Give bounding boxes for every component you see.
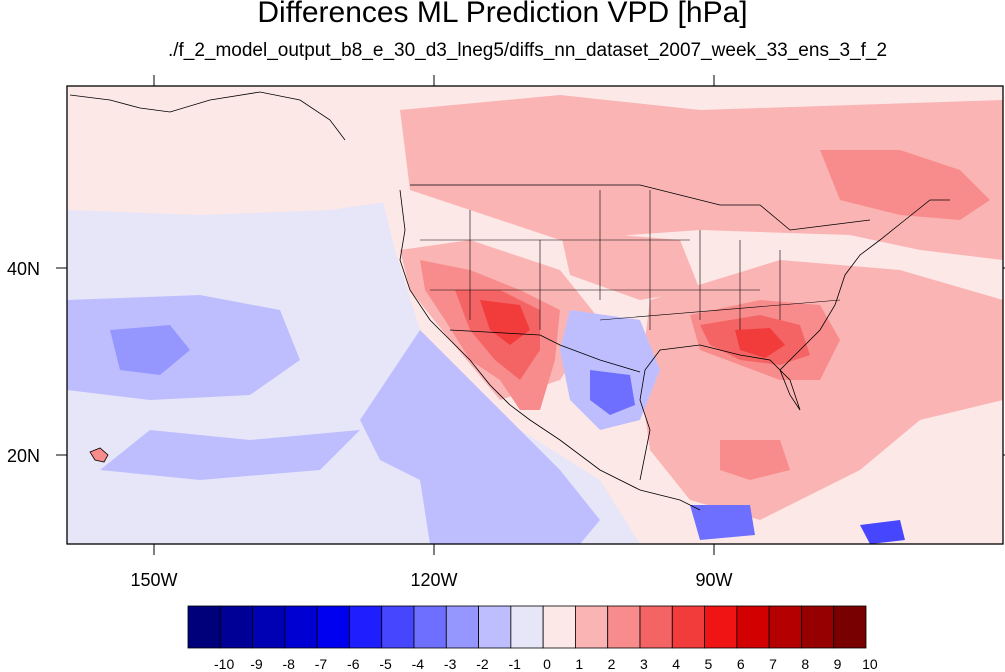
colorbar-label: 6 bbox=[737, 656, 745, 672]
colorbar: -10 -9 -8 -7 -6 -5 -4 -3 -2 -1 0 1 2 3 4 5 6 7 8 9 10 bbox=[187, 605, 878, 672]
field-caribbean-neg bbox=[860, 520, 905, 544]
colorbar-box-3 bbox=[284, 605, 318, 649]
colorbar-label: 4 bbox=[672, 656, 680, 672]
colorbar-box-16 bbox=[704, 605, 738, 649]
colorbar-label: -4 bbox=[412, 656, 425, 672]
colorbar-box-20 bbox=[833, 605, 867, 649]
us-mexico-border bbox=[449, 329, 641, 373]
ytick-label-40n: 40N bbox=[7, 259, 40, 279]
colorbar-label: -1 bbox=[508, 656, 521, 672]
colorbar-box-10 bbox=[510, 605, 544, 649]
field-northeast-2-3 bbox=[820, 150, 990, 220]
field-hawaii-band-neg bbox=[100, 430, 360, 480]
colorbar-box-11 bbox=[542, 605, 576, 649]
colorbar-label: -2 bbox=[476, 656, 489, 672]
ytick-label-20n: 20N bbox=[7, 446, 40, 466]
field-caribbean-2-3 bbox=[720, 440, 790, 480]
colorbar-label: -3 bbox=[444, 656, 457, 672]
field-mexico-coast-neg bbox=[360, 330, 600, 544]
colorbar-label: 10 bbox=[862, 656, 878, 672]
colorbar-label: 7 bbox=[769, 656, 777, 672]
xtick-label-120w: 120W bbox=[410, 570, 457, 590]
field-plains-1-2 bbox=[560, 230, 700, 300]
colorbar-label: -5 bbox=[379, 656, 392, 672]
field-gulf-neg-3 bbox=[590, 370, 635, 415]
chart-subtitle: ./f_2_model_output_b8_e_30_d3_lneg5/diff… bbox=[167, 40, 888, 61]
colorbar-box-1 bbox=[219, 605, 253, 649]
field-north-pacific-positive bbox=[67, 86, 440, 215]
colorbar-box-4 bbox=[316, 605, 350, 649]
colorbar-box-17 bbox=[736, 605, 770, 649]
colorbar-box-19 bbox=[801, 605, 835, 649]
tick-marks bbox=[56, 75, 1005, 555]
field-canada-1-2 bbox=[400, 95, 1003, 260]
colorbar-box-9 bbox=[478, 605, 512, 649]
colorbar-box-12 bbox=[575, 605, 609, 649]
colorbar-label: 5 bbox=[705, 656, 713, 672]
hawaii-coastline bbox=[89, 447, 109, 463]
colorbar-box-13 bbox=[607, 605, 641, 649]
field-layer bbox=[67, 86, 1003, 544]
field-pacific-neg-2 bbox=[110, 325, 190, 375]
colorbar-label: -7 bbox=[315, 656, 328, 672]
colorbar-label: -10 bbox=[214, 656, 234, 672]
colorbar-box-0 bbox=[187, 605, 221, 649]
colorbar-box-8 bbox=[445, 605, 479, 649]
xtick-label-150w: 150W bbox=[130, 570, 177, 590]
colorbar-box-14 bbox=[639, 605, 673, 649]
colorbar-label: 1 bbox=[575, 656, 583, 672]
field-southeast-4-5 bbox=[735, 328, 785, 358]
chart-title: Differences ML Prediction VPD [hPa] bbox=[257, 0, 748, 29]
state-borders bbox=[420, 190, 841, 330]
coastline-layer bbox=[69, 91, 950, 511]
colorbar-label: 3 bbox=[640, 656, 648, 672]
colorbar-box-7 bbox=[413, 605, 447, 649]
plot-frame bbox=[66, 85, 1004, 545]
pacific-coastline bbox=[399, 189, 701, 511]
colorbar-label: 0 bbox=[543, 656, 551, 672]
colorbar-box-6 bbox=[381, 605, 415, 649]
field-central-america-neg bbox=[690, 505, 755, 540]
colorbar-label: -6 bbox=[347, 656, 360, 672]
colorbar-box-2 bbox=[252, 605, 286, 649]
colorbar-label: -9 bbox=[250, 656, 263, 672]
atlantic-gulf-coastline bbox=[639, 199, 950, 481]
colorbar-box-18 bbox=[768, 605, 802, 649]
colorbar-label: 2 bbox=[608, 656, 616, 672]
colorbar-box-15 bbox=[671, 605, 705, 649]
colorbar-label: 9 bbox=[834, 656, 842, 672]
alaska-coastline bbox=[69, 91, 346, 141]
colorbar-label: 8 bbox=[801, 656, 809, 672]
colorbar-label: -8 bbox=[282, 656, 295, 672]
colorbar-box-5 bbox=[349, 605, 383, 649]
canada-us-border bbox=[410, 184, 871, 231]
field-gulf-neg-1 bbox=[560, 310, 660, 430]
xtick-label-90w: 90W bbox=[695, 570, 732, 590]
